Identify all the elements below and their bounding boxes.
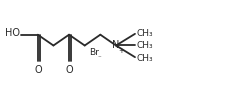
Text: O: O xyxy=(35,65,42,75)
Text: ⁻: ⁻ xyxy=(97,56,101,62)
Text: N: N xyxy=(112,41,119,50)
Text: O: O xyxy=(66,65,73,75)
Text: +: + xyxy=(118,48,123,54)
Text: Br: Br xyxy=(88,49,98,57)
Text: HO: HO xyxy=(5,28,20,38)
Text: CH₃: CH₃ xyxy=(136,41,152,50)
Text: CH₃: CH₃ xyxy=(136,29,152,38)
Text: CH₃: CH₃ xyxy=(136,54,152,63)
